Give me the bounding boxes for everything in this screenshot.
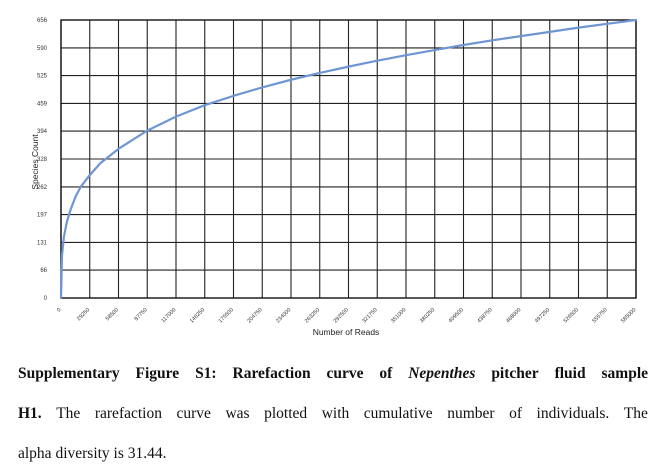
y-tick-label: 656	[37, 18, 48, 24]
y-axis-label: Species Count	[30, 134, 40, 190]
x-tick-label: 117000	[160, 307, 177, 324]
plot-frame	[60, 19, 637, 299]
x-tick-label: 234000	[275, 307, 292, 324]
grid	[60, 19, 637, 299]
x-tick-label: 351000	[390, 307, 407, 324]
x-tick-label: 555750	[591, 307, 608, 324]
caption-word: of	[379, 365, 393, 382]
caption-word: Rarefaction	[232, 365, 311, 382]
y-tick-label: 66	[40, 268, 47, 274]
caption-word: curve	[176, 405, 211, 422]
x-tick-label: 263250	[304, 307, 321, 324]
x-tick-label: 29250	[76, 307, 91, 322]
caption-word: with	[321, 405, 350, 422]
x-tick-label: 468000	[505, 307, 522, 324]
y-tick-label: 394	[37, 129, 48, 135]
caption-word: number	[447, 405, 495, 422]
caption-word: rarefaction	[94, 405, 162, 422]
caption-word: Figure	[135, 365, 180, 382]
x-tick-label: 87750	[134, 307, 149, 322]
x-tick-labels: 0 29250 58500 87750 117000 146250 175500 204750…	[56, 307, 637, 324]
figure-caption-body: H1. The rarefaction curve was plotted wi…	[18, 404, 658, 424]
caption-alpha-text: alpha diversity is 31.44.	[18, 445, 167, 462]
caption-word: was	[225, 405, 250, 422]
caption-species-name: Nepenthes	[408, 365, 476, 382]
caption-word: curve	[326, 365, 364, 382]
caption-word: The	[623, 405, 648, 422]
x-tick-label: 438750	[476, 307, 493, 324]
x-tick-label: 292500	[333, 307, 350, 324]
x-tick-label: 585000	[620, 307, 637, 324]
y-tick-label: 459	[37, 101, 48, 107]
caption-sample-id: H1.	[18, 405, 42, 422]
caption-word: sample	[601, 365, 649, 382]
y-tick-label: 328	[37, 157, 48, 163]
series-line-h1	[59, 18, 638, 300]
caption-word: plotted	[264, 405, 308, 422]
x-tick-label: 497250	[534, 307, 551, 324]
y-tick-label: 525	[37, 74, 48, 80]
x-tick-label: 204750	[246, 307, 263, 324]
figure-caption-title: Supplementary Figure S1: Rarefaction cur…	[18, 364, 658, 384]
figure-caption-alpha-diversity: alpha diversity is 31.44.	[18, 444, 658, 464]
caption-word: fluid	[554, 365, 586, 382]
y-tick-label: 197	[37, 213, 48, 219]
x-tick-label: 409500	[448, 307, 465, 324]
y-tick-label: 131	[37, 240, 48, 246]
caption-word: The	[56, 405, 81, 422]
y-tick-labels: 0 66 131 197 262 328 394 459 525 590 656	[37, 18, 48, 302]
caption-word: individuals.	[536, 405, 610, 422]
x-axis-label: Number of Reads	[313, 327, 380, 337]
x-tick-label: 175500	[218, 307, 235, 324]
x-tick-label: 321750	[361, 307, 378, 324]
y-tick-label: 262	[37, 185, 48, 191]
caption-word: pitcher	[491, 365, 539, 382]
x-tick-label: 0	[56, 307, 62, 313]
x-tick-label: 380250	[419, 307, 436, 324]
x-tick-label: 146250	[189, 307, 206, 324]
y-tick-label: 0	[44, 296, 48, 302]
chart-svg: 0 66 131 197 262 328 394 459 525 590 656 0 29250 585…	[30, 18, 638, 337]
caption-word: Supplementary	[18, 365, 120, 382]
series	[59, 18, 638, 300]
caption-word: cumulative	[363, 405, 433, 422]
x-tick-label: 526500	[563, 307, 580, 324]
y-tick-label: 590	[37, 46, 48, 52]
caption-word: S1:	[195, 365, 217, 382]
x-tick-label: 58500	[105, 307, 120, 322]
caption-word: of	[509, 405, 523, 422]
rarefaction-chart: 0 66 131 197 262 328 394 459 525 590 656 0 29250 585…	[6, 2, 662, 342]
